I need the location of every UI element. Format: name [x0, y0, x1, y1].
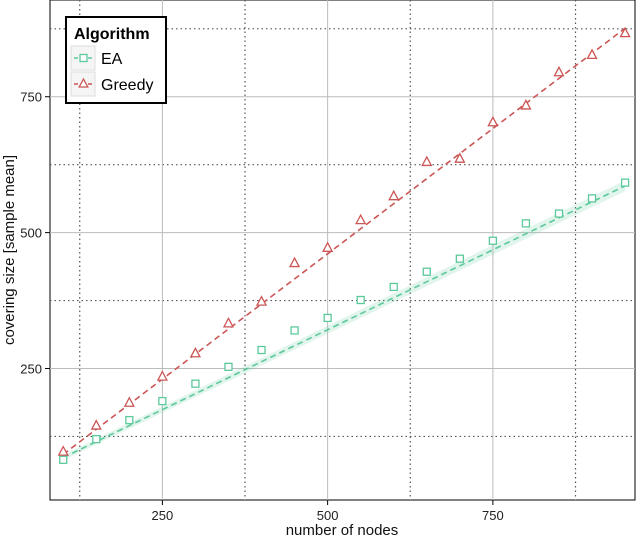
grid-lines	[50, 0, 635, 500]
data-point-ea	[422, 267, 431, 276]
data-point-ea	[290, 326, 299, 335]
data-point-ea	[257, 345, 266, 355]
data-point-greedy	[222, 316, 235, 328]
legend-marker-ea	[79, 53, 88, 63]
data-point-greedy	[255, 295, 268, 306]
y-axis-label: covering size [sample mean]	[1, 155, 18, 345]
axis-ticks: 250 500 750 250 500 750	[20, 90, 503, 523]
legend: Algorithm EA Greedy	[65, 16, 167, 104]
y-tick-label: 750	[20, 90, 42, 105]
data-point-greedy	[90, 419, 102, 430]
data-point-greedy	[520, 99, 532, 110]
trend-line-greedy	[62, 27, 626, 455]
data-point-ea	[92, 434, 101, 444]
legend-title: Algorithm	[74, 26, 150, 43]
data-point-greedy	[421, 155, 433, 167]
data-point-greedy	[454, 152, 466, 163]
data-point-greedy	[487, 115, 499, 127]
data-point-greedy	[189, 346, 202, 358]
data-point-ea	[455, 254, 464, 263]
legend-label-greedy: Greedy	[101, 77, 153, 94]
data-point-greedy	[156, 370, 168, 381]
data-point-ea	[158, 396, 167, 406]
x-axis-label: number of nodes	[286, 522, 399, 537]
y-tick-label: 250	[20, 361, 42, 376]
x-tick-label: 250	[152, 508, 174, 523]
x-tick-label: 750	[482, 508, 504, 523]
trend-lines	[62, 27, 626, 461]
data-point-greedy	[355, 213, 367, 225]
data-point-ea	[59, 455, 68, 464]
data-point-ea	[587, 194, 597, 203]
data-point-ea	[125, 415, 134, 425]
data-point-greedy	[322, 241, 334, 252]
data-point-ea	[620, 178, 630, 187]
data-point-greedy	[553, 65, 565, 77]
data-point-ea	[389, 282, 398, 292]
data-point-ea	[323, 313, 332, 323]
data-point-greedy	[619, 26, 631, 38]
data-markers	[57, 26, 631, 464]
data-point-greedy	[288, 256, 301, 268]
data-point-ea	[521, 219, 531, 228]
legend-marker-greedy	[78, 77, 89, 88]
data-point-greedy	[123, 396, 135, 407]
trend-line-ea	[62, 185, 626, 459]
x-tick-label: 500	[317, 508, 339, 523]
legend-label-ea: EA	[101, 51, 123, 68]
data-point-ea	[191, 379, 200, 388]
data-point-ea	[356, 295, 365, 305]
data-point-ea	[488, 236, 498, 245]
data-point-ea	[224, 362, 233, 371]
data-point-greedy	[57, 445, 69, 456]
data-point-ea	[554, 209, 564, 218]
data-point-greedy	[586, 48, 598, 60]
data-point-greedy	[388, 189, 400, 201]
y-tick-label: 500	[20, 226, 42, 241]
